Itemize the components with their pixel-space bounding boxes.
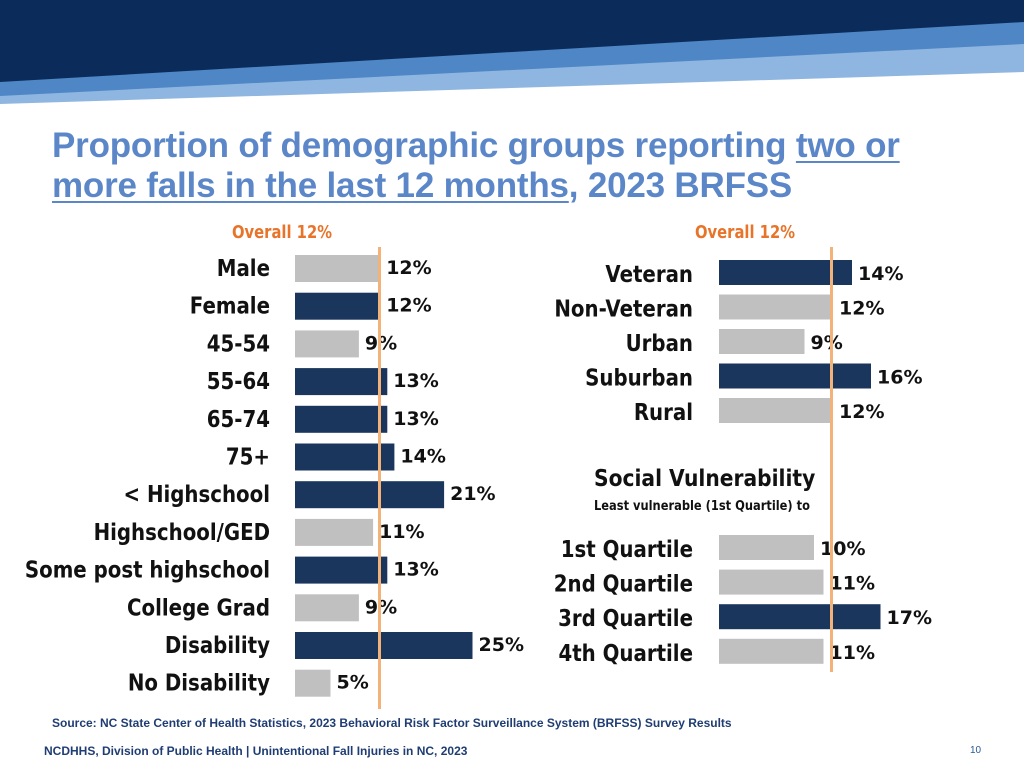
veteran-urbanicity-category-label: Non-Veteran: [554, 296, 693, 323]
demographic-bar: [295, 443, 395, 471]
demographic-value-label: 13%: [393, 408, 438, 430]
demographic-value-label: 14%: [400, 446, 445, 468]
demographic-category-label: Highschool/GED: [94, 520, 270, 547]
veteran-urbanicity-category-label: Rural: [634, 400, 693, 427]
veteran-urbanicity-value-label: 14%: [858, 263, 903, 285]
veteran-urbanicity-bar: [719, 294, 833, 320]
demographic-category-label: 65-74: [207, 406, 270, 433]
social-vulnerability-category-label: 4th Quartile: [558, 640, 693, 667]
demographic-value-label: 25%: [479, 634, 524, 656]
veteran-urbanicity-value-label: 16%: [877, 367, 922, 389]
veteran-urbanicity-category-label: Veteran: [605, 262, 693, 289]
demographic-category-label: College Grad: [127, 595, 270, 622]
demographic-bar: [295, 669, 331, 697]
social-vulnerability-value-label: 17%: [887, 607, 932, 629]
veteran-urbanicity-value-label: 12%: [839, 298, 884, 320]
banner-dark-band: [0, 0, 1024, 82]
demographic-bar: [295, 594, 359, 622]
veteran-urbanicity-value-label: 12%: [839, 401, 884, 423]
demographic-bar: [295, 330, 359, 358]
social-vulnerability-bar: [719, 535, 814, 560]
chart-demographics: Male 12% Female 12% 45-54 9% 55-64 13% 65-74 13% 7…: [25, 255, 524, 697]
chart-social-vulnerability: 1st Quartile 10% 2nd Quartile 11% 3rd Quarti…: [554, 535, 932, 667]
header-banner: [0, 0, 1024, 122]
demographic-category-label: < Highschool: [124, 482, 270, 509]
demographic-value-label: 12%: [386, 257, 431, 279]
demographic-value-label: 11%: [379, 521, 424, 543]
chart-veteran-urbanicity: Veteran 14% Non-Veteran 12% Urban 9% Suburban 1…: [554, 260, 922, 427]
social-vulnerability-category-label: 3rd Quartile: [558, 606, 693, 633]
title-part2: , 2023 BRFSS: [568, 166, 793, 205]
demographic-value-label: 12%: [386, 295, 431, 317]
demographic-value-label: 9%: [365, 596, 397, 618]
social-vulnerability-bar: [719, 638, 824, 664]
demographic-bar: [295, 481, 445, 509]
veteran-urbanicity-bar: [719, 398, 833, 423]
overall-line-right: [830, 247, 833, 672]
page-title: Proportion of demographic groups reporti…: [52, 126, 992, 206]
social-vulnerability-category-label: 2nd Quartile: [554, 571, 693, 598]
footer-text: NCDHHS, Division of Public Health | Unin…: [44, 744, 468, 758]
veteran-urbanicity-category-label: Urban: [626, 331, 693, 358]
demographic-bar: [295, 368, 388, 396]
veteran-urbanicity-bar: [719, 329, 805, 354]
demographic-bar: [295, 292, 381, 320]
demographic-category-label: Some post highschool: [25, 557, 270, 584]
overall-label-left: Overall 12%: [232, 222, 333, 243]
title-underlined: two or more falls in the last 12 months: [52, 126, 900, 205]
demographic-category-label: Male: [217, 256, 270, 283]
demographic-category-label: 45-54: [207, 331, 270, 358]
veteran-urbanicity-category-label: Suburban: [585, 365, 693, 392]
title-part1: Proportion of demographic groups reporti…: [52, 126, 796, 165]
veteran-urbanicity-value-label: 9%: [811, 332, 843, 354]
social-vulnerability-subtitle: Least vulnerable (1st Quartile) to: [594, 499, 810, 514]
demographic-bar: [295, 556, 388, 584]
demographic-category-label: 75+: [226, 444, 270, 471]
demographic-value-label: 5%: [337, 672, 369, 694]
demographic-bar: [295, 255, 381, 282]
social-vulnerability-bar: [719, 569, 824, 595]
veteran-urbanicity-bar: [719, 363, 871, 389]
demographic-category-label: No Disability: [128, 670, 270, 697]
page-number: 10: [970, 745, 982, 756]
veteran-urbanicity-bar: [719, 260, 852, 285]
demographic-bar: [295, 405, 388, 433]
social-vulnerability-value-label: 11%: [830, 573, 875, 595]
demographic-bar: [295, 632, 473, 659]
source-note: Source: NC State Center of Health Statis…: [52, 716, 732, 730]
social-vulnerability-title: Social Vulnerability: [594, 466, 816, 492]
demographic-bar: [295, 518, 374, 546]
social-vulnerability-category-label: 1st Quartile: [561, 537, 693, 564]
demographic-category-label: Female: [190, 293, 270, 320]
overall-label-right: Overall 12%: [695, 222, 796, 243]
demographic-category-label: 55-64: [207, 369, 270, 396]
demographic-category-label: Disability: [165, 633, 270, 660]
banner-highlight: [560, 74, 1024, 122]
social-vulnerability-value-label: 10%: [820, 538, 865, 560]
demographic-value-label: 9%: [365, 332, 397, 354]
demographic-value-label: 13%: [393, 559, 438, 581]
social-vulnerability-value-label: 11%: [830, 642, 875, 664]
demographic-value-label: 13%: [393, 370, 438, 392]
demographic-value-label: 21%: [450, 483, 495, 505]
overall-line-left: [378, 247, 381, 709]
social-vulnerability-bar: [719, 604, 881, 630]
